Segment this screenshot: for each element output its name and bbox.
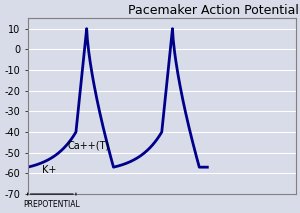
Text: Ca++(T): Ca++(T) [68,141,110,151]
Text: Pacemaker Action Potential: Pacemaker Action Potential [128,4,298,17]
Text: PREPOTENTIAL: PREPOTENTIAL [23,200,80,209]
Text: K+: K+ [42,165,57,175]
